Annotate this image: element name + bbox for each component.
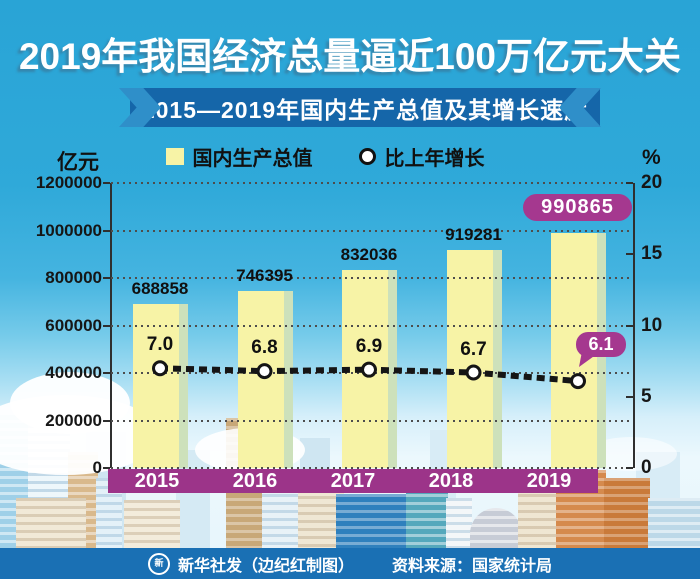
subtitle-text: 2015—2019年国内生产总值及其增长速度 xyxy=(141,96,589,123)
gridline xyxy=(111,277,633,279)
left-tick-mark xyxy=(103,277,110,279)
credit-text: 新华社发（边纪红制图） xyxy=(177,557,354,575)
gdp-bar xyxy=(446,249,493,468)
x-axis-year-band: 2015 2016 2017 2018 2019 xyxy=(108,469,598,493)
left-axis-unit: 亿元 xyxy=(57,151,99,174)
legend: 国内生产总值 比上年增长 xyxy=(110,142,540,171)
gridline xyxy=(111,324,633,327)
line-marker-icon xyxy=(358,148,376,165)
year-label-2017: 2017 xyxy=(330,469,376,492)
building xyxy=(446,498,472,549)
gdp-2019-badge: 990865 xyxy=(523,194,632,221)
gdp-bar-shade xyxy=(388,270,397,468)
right-axis-unit: % xyxy=(642,146,661,169)
year-label-2016: 2016 xyxy=(232,469,278,492)
gdp-value-label: 688858 xyxy=(131,279,189,299)
gridline xyxy=(111,372,633,374)
building xyxy=(336,494,408,549)
gdp-bar-shade xyxy=(283,290,293,468)
gdp-bar-shade xyxy=(492,249,502,468)
source-item: 资料来源：国家统计局 xyxy=(392,552,552,576)
right-axis-tick-label: 5 xyxy=(641,385,652,407)
legend-item-growth: 比上年增长 xyxy=(358,142,485,171)
building xyxy=(124,500,180,549)
left-tick-mark xyxy=(103,324,110,327)
left-tick-mark xyxy=(103,229,110,232)
building xyxy=(16,498,86,549)
right-axis-tick-label: 10 xyxy=(641,314,663,336)
right-tick-mark xyxy=(626,182,633,184)
gridline xyxy=(111,182,633,184)
credit-item: 新 新华社发（边纪红制图） xyxy=(147,552,354,576)
left-tick-mark xyxy=(103,467,110,469)
legend-line-label: 比上年增长 xyxy=(384,148,485,170)
legend-item-gdp: 国内生产总值 xyxy=(165,142,313,171)
year-label-2015: 2015 xyxy=(134,469,180,492)
left-axis-tick-label: 800000 xyxy=(45,268,102,287)
left-axis-tick-label: 200000 xyxy=(45,410,102,430)
year-label-2018: 2018 xyxy=(428,469,474,492)
right-axis-tick-label: 20 xyxy=(641,172,663,193)
right-tick-mark xyxy=(626,324,633,327)
growth-value-label: 6.7 xyxy=(460,338,487,360)
left-tick-mark xyxy=(103,372,110,374)
footer-bar: 新 新华社发（边纪红制图） 资料来源：国家统计局 xyxy=(0,548,700,579)
year-label-2019: 2019 xyxy=(526,469,572,492)
growth-2019-badge: 6.1 xyxy=(576,332,626,357)
gdp-bar xyxy=(342,270,388,468)
left-tick-mark xyxy=(103,419,110,422)
right-axis-tick-label: 15 xyxy=(641,243,663,265)
left-axis-tick-label: 1200000 xyxy=(35,173,102,192)
growth-value-label: 6.9 xyxy=(355,335,383,357)
gdp-value-label: 746395 xyxy=(236,265,293,285)
left-axis-tick-label: 400000 xyxy=(45,363,102,382)
right-axis-tick-label: 0 xyxy=(641,457,652,478)
building xyxy=(518,486,562,549)
subtitle-ribbon: 2015—2019年国内生产总值及其增长速度 xyxy=(119,88,601,127)
right-tick-mark xyxy=(626,253,633,256)
right-axis-line xyxy=(633,183,635,468)
growth-value-label: 7.0 xyxy=(146,334,174,356)
left-axis-tick-label: 600000 xyxy=(45,315,102,335)
building xyxy=(470,508,522,549)
gdp-value-label: 832036 xyxy=(340,245,398,265)
page-title: 2019年我国经济总量逼近100万亿元大关 xyxy=(18,36,682,77)
gdp-bar-shade xyxy=(179,304,188,468)
left-axis-tick-label: 0 xyxy=(92,458,102,477)
gdp-bar xyxy=(133,304,179,468)
bar-swatch-icon xyxy=(165,148,184,165)
building xyxy=(648,498,700,549)
building xyxy=(604,478,650,549)
left-axis-tick-label: 1000000 xyxy=(35,220,102,240)
growth-value-label: 6.8 xyxy=(251,337,278,359)
right-tick-mark xyxy=(626,395,633,398)
xinhua-logo-icon: 新 xyxy=(147,552,170,575)
gridline xyxy=(111,419,633,422)
gdp-value-label: 919281 xyxy=(445,224,502,244)
gridline xyxy=(111,229,633,232)
gdp-bar xyxy=(237,290,284,468)
right-tick-mark xyxy=(626,467,633,469)
source-text: 资料来源：国家统计局 xyxy=(392,557,553,575)
gridline xyxy=(111,467,633,469)
legend-bar-label: 国内生产总值 xyxy=(192,148,313,170)
left-tick-mark xyxy=(103,182,110,184)
